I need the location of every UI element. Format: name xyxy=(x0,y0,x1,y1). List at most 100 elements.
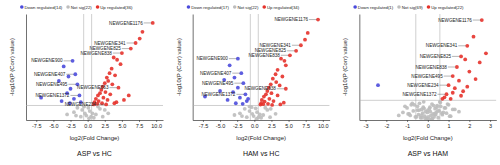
series xyxy=(376,83,380,87)
data-point xyxy=(103,108,107,112)
legend-label: Down regulated(14) xyxy=(25,5,63,10)
annotation-label: NEWGENE838 xyxy=(80,51,112,56)
data-point xyxy=(79,115,83,119)
annotation-label: NEWGENE1372 xyxy=(35,93,69,98)
annotation-label: NEWGENE663 xyxy=(77,85,109,90)
data-point xyxy=(281,75,285,79)
data-point xyxy=(451,91,455,95)
data-point xyxy=(270,103,274,107)
annotation-label: NEWGENE838 xyxy=(415,65,447,70)
y-axis-title: -log10(P (Corr) value) xyxy=(176,38,182,96)
x-tick-mark xyxy=(490,120,491,122)
data-point xyxy=(254,117,258,120)
data-point xyxy=(80,108,84,112)
data-point xyxy=(306,31,310,35)
data-point xyxy=(467,70,471,74)
annotation-label: NEWGENE825 xyxy=(420,54,452,59)
x-tick-mark xyxy=(237,120,238,122)
legend-marker xyxy=(397,5,401,9)
threshold-line xyxy=(258,14,259,120)
legend-marker xyxy=(66,5,70,9)
x-tick-label: 2.5 xyxy=(268,123,276,129)
annotation-line xyxy=(292,45,300,46)
data-point xyxy=(412,103,416,107)
x-tick-mark xyxy=(156,120,157,122)
annotation-line xyxy=(113,53,121,54)
axis-line xyxy=(359,15,360,121)
data-point xyxy=(105,76,109,80)
data-point xyxy=(403,104,407,108)
threshold-line xyxy=(250,14,251,120)
data-point xyxy=(439,104,443,108)
annotation-label: NEWGENE838 xyxy=(249,53,281,58)
annotation-line xyxy=(66,74,74,75)
data-point xyxy=(110,67,114,71)
data-point xyxy=(432,104,436,108)
data-point xyxy=(415,115,419,119)
annotation-line xyxy=(97,104,105,105)
x-tick: -7.5 xyxy=(32,120,41,129)
data-point xyxy=(113,73,117,77)
data-point xyxy=(278,84,282,88)
data-point xyxy=(436,109,440,113)
data-point xyxy=(451,74,455,78)
data-point xyxy=(451,108,455,112)
x-tick: 3 xyxy=(489,120,492,129)
data-point xyxy=(119,62,123,66)
x-axis: -3-2-10123 xyxy=(360,120,497,129)
data-point xyxy=(73,72,77,76)
y-axis xyxy=(193,15,194,121)
axis-line xyxy=(193,120,330,121)
annotation-label: NEWGENE341 xyxy=(94,41,126,46)
data-point xyxy=(244,92,248,96)
data-point xyxy=(316,18,320,22)
data-point xyxy=(115,58,119,62)
legend: Down regulated(1)Not sig(69)Up regulated… xyxy=(353,5,464,10)
data-point xyxy=(444,106,448,110)
data-point xyxy=(74,114,78,118)
threshold-line xyxy=(359,100,496,101)
data-point xyxy=(435,105,439,109)
annotations: NEWGENE1176NEWGENE341NEWGENE825NEWGENE83… xyxy=(403,18,473,97)
data-point xyxy=(102,96,106,100)
data-point xyxy=(266,102,270,106)
data-point xyxy=(60,99,64,103)
annotation-line xyxy=(232,73,240,74)
annotation-label: NEWGENE495 xyxy=(411,74,443,79)
annotation-line xyxy=(109,87,117,88)
data-point xyxy=(397,114,401,118)
annotations: NEWGENE1176NEWGENE341NEWGENE825NEWGENE83… xyxy=(196,17,308,97)
annotation-label: NEWGENE638 xyxy=(244,86,276,91)
data-point xyxy=(463,58,467,62)
legend-marker xyxy=(96,5,100,9)
data-point xyxy=(106,79,110,83)
data-point xyxy=(65,113,69,117)
annotation-line xyxy=(287,50,295,51)
data-point xyxy=(418,101,422,105)
data-point xyxy=(428,110,432,114)
annotation-line xyxy=(68,84,76,85)
x-tick-label: -5.0 xyxy=(49,123,58,129)
x-tick: 1 xyxy=(448,120,451,129)
x-tick: -2 xyxy=(384,120,389,129)
data-point xyxy=(240,114,244,118)
data-point xyxy=(104,90,108,94)
data-point xyxy=(106,98,110,102)
legend-marker xyxy=(187,5,191,9)
annotation-line xyxy=(144,22,152,23)
x-tick: 10.0 xyxy=(318,120,329,129)
x-tick-label: 7.5 xyxy=(302,123,310,129)
data-point xyxy=(110,82,114,86)
x-tick-label: 7.5 xyxy=(136,123,144,129)
plot-area xyxy=(359,14,496,120)
y-axis-title: -log10(P (Corr) value) xyxy=(9,38,15,96)
x-tick: -2.5 xyxy=(66,120,75,129)
annotation-label: NEWGENE495 xyxy=(36,82,68,87)
x-axis: -7.5-5.0-2.50.02.55.07.510.0 xyxy=(193,120,330,129)
data-point xyxy=(91,111,95,115)
legend-label: Up regulated(22) xyxy=(431,5,464,10)
data-point xyxy=(233,76,237,80)
data-point xyxy=(411,109,415,113)
axis-line xyxy=(193,15,194,121)
axis-line xyxy=(360,120,497,121)
